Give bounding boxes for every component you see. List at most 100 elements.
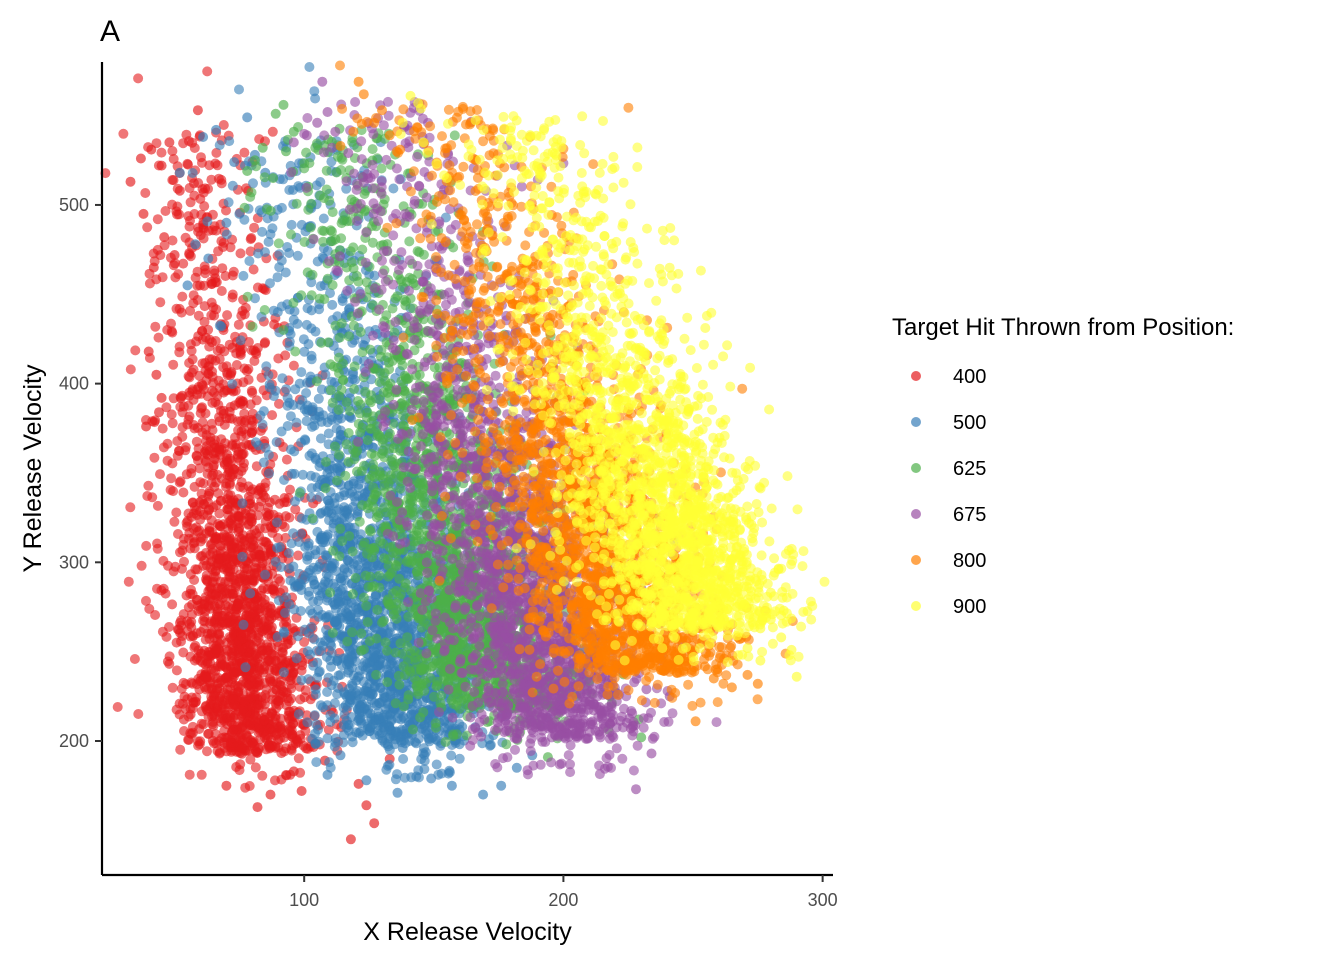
data-point xyxy=(306,622,317,632)
data-point xyxy=(207,735,218,746)
data-point xyxy=(264,743,275,754)
data-point xyxy=(301,743,311,754)
data-point xyxy=(187,497,198,508)
data-point xyxy=(249,525,260,536)
data-point xyxy=(167,682,178,693)
data-point xyxy=(312,657,323,668)
data-point xyxy=(288,360,299,371)
data-point xyxy=(181,129,192,140)
data-point xyxy=(168,154,179,164)
data-point xyxy=(238,270,249,281)
data-point xyxy=(211,304,222,315)
data-point xyxy=(320,636,331,647)
data-point xyxy=(199,301,210,312)
data-point xyxy=(203,361,214,372)
data-point xyxy=(239,696,250,707)
data-point xyxy=(129,654,140,664)
data-point xyxy=(227,379,238,389)
data-point xyxy=(209,265,220,276)
data-point xyxy=(252,802,263,813)
data-point xyxy=(322,687,333,697)
data-point xyxy=(315,281,326,292)
data-point xyxy=(291,417,302,428)
data-point xyxy=(227,472,237,482)
data-point xyxy=(183,400,194,411)
data-point xyxy=(248,714,259,725)
data-point xyxy=(246,345,257,356)
data-point xyxy=(318,213,329,224)
data-point xyxy=(255,551,266,562)
data-point xyxy=(160,588,171,599)
data-point xyxy=(210,590,221,601)
data-point xyxy=(186,345,197,356)
data-point xyxy=(331,615,342,626)
data-point xyxy=(246,428,257,438)
data-point xyxy=(208,460,219,471)
data-point xyxy=(178,138,189,149)
data-point xyxy=(339,709,350,720)
data-point xyxy=(164,137,175,148)
data-point xyxy=(343,480,354,491)
data-point xyxy=(182,521,193,532)
data-point xyxy=(189,209,200,219)
data-point xyxy=(277,647,288,658)
data-point xyxy=(218,120,229,130)
data-point xyxy=(136,560,147,571)
data-point xyxy=(292,250,303,261)
data-point xyxy=(299,434,310,445)
data-point xyxy=(175,392,186,403)
data-point xyxy=(191,436,202,447)
data-point xyxy=(265,789,276,800)
data-point xyxy=(197,402,208,413)
data-point xyxy=(205,432,216,443)
data-point xyxy=(234,602,245,613)
data-point xyxy=(225,490,236,501)
data-point xyxy=(257,226,268,237)
data-point xyxy=(301,406,312,417)
data-point xyxy=(315,700,326,711)
data-point xyxy=(207,385,218,396)
data-point xyxy=(193,178,204,188)
data-point xyxy=(176,307,187,318)
data-point xyxy=(191,628,202,639)
data-point xyxy=(240,415,251,426)
data-point xyxy=(204,525,215,536)
data-point xyxy=(118,128,129,139)
data-point xyxy=(172,624,183,635)
data-point xyxy=(267,410,278,421)
data-point xyxy=(153,332,164,343)
data-point xyxy=(236,449,247,460)
data-point xyxy=(294,487,305,498)
data-point xyxy=(361,775,372,786)
data-point xyxy=(182,625,193,636)
data-point xyxy=(358,592,369,603)
data-point xyxy=(354,708,365,719)
data-point xyxy=(237,498,248,509)
data-point xyxy=(368,652,379,663)
data-point xyxy=(133,709,144,719)
data-point xyxy=(265,674,275,685)
data-point xyxy=(177,291,188,302)
data-point xyxy=(335,750,346,761)
data-point xyxy=(200,671,211,682)
data-point xyxy=(290,384,301,395)
data-point xyxy=(263,370,274,381)
data-point xyxy=(478,789,489,800)
data-point xyxy=(245,234,256,245)
data-point xyxy=(218,242,229,252)
data-point xyxy=(213,375,224,386)
data-point xyxy=(168,359,179,370)
data-point xyxy=(212,706,223,717)
data-point xyxy=(361,800,372,811)
data-point xyxy=(203,505,214,516)
data-point xyxy=(112,702,123,712)
data-point xyxy=(234,84,244,95)
data-point xyxy=(273,353,284,364)
data-point xyxy=(187,678,198,689)
data-point xyxy=(222,553,233,564)
data-point xyxy=(171,665,182,676)
data-point xyxy=(270,730,281,741)
data-point xyxy=(333,599,344,609)
data-point xyxy=(288,400,299,410)
data-point xyxy=(361,686,372,697)
